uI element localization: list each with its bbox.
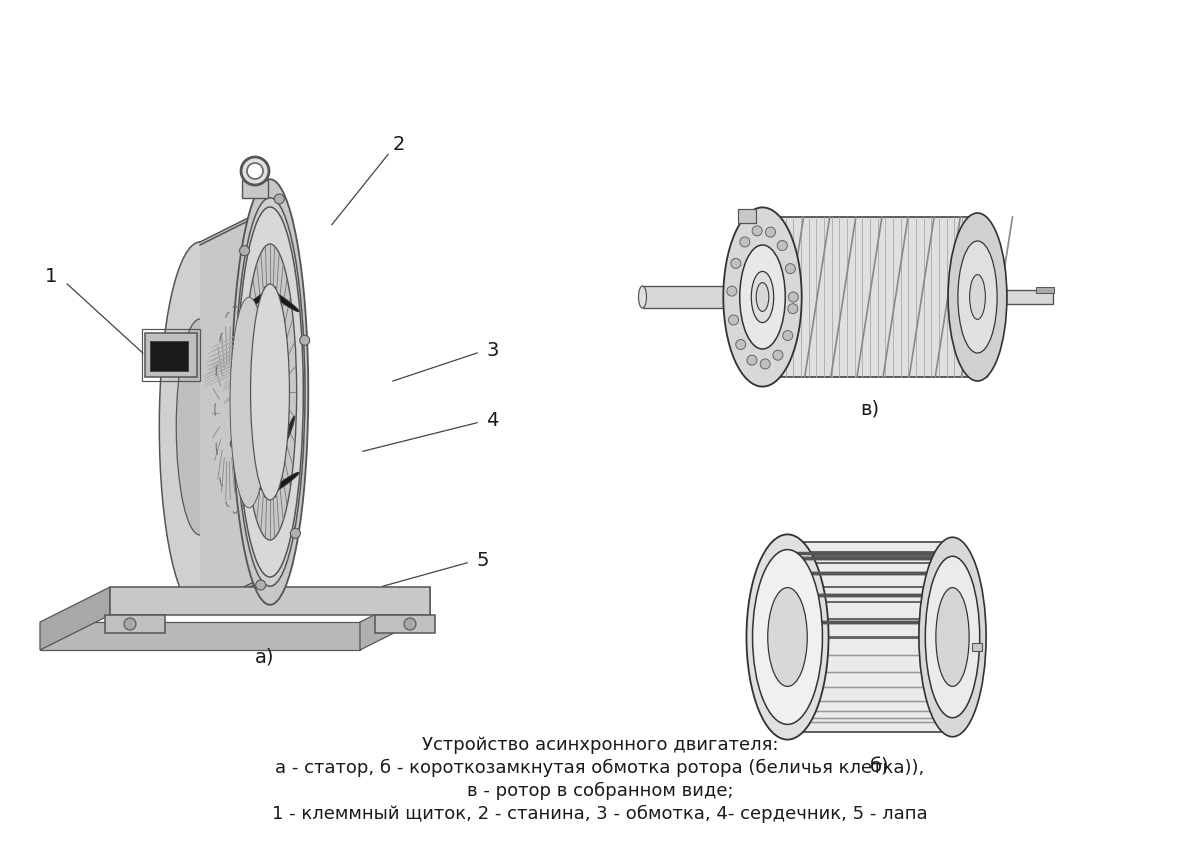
Ellipse shape <box>264 287 299 312</box>
Circle shape <box>240 245 250 256</box>
Circle shape <box>727 286 737 296</box>
Ellipse shape <box>925 556 979 717</box>
Ellipse shape <box>264 472 299 497</box>
Polygon shape <box>40 587 110 650</box>
Text: Устройство асинхронного двигателя:: Устройство асинхронного двигателя: <box>421 736 779 754</box>
Text: 2: 2 <box>394 135 406 153</box>
Ellipse shape <box>751 272 774 323</box>
Ellipse shape <box>232 179 308 605</box>
Ellipse shape <box>235 198 305 586</box>
FancyBboxPatch shape <box>106 615 166 633</box>
Circle shape <box>290 528 300 538</box>
Ellipse shape <box>251 284 289 500</box>
Circle shape <box>300 336 310 345</box>
Ellipse shape <box>283 417 294 445</box>
Text: б): б) <box>870 757 890 776</box>
Text: в - ротор в собранном виде;: в - ротор в собранном виде; <box>467 782 733 800</box>
Text: а): а) <box>256 648 275 666</box>
Ellipse shape <box>752 550 822 724</box>
Circle shape <box>275 194 284 204</box>
Ellipse shape <box>919 538 986 737</box>
Ellipse shape <box>160 242 241 612</box>
Bar <box>110 587 430 615</box>
Ellipse shape <box>230 297 268 508</box>
Polygon shape <box>787 542 953 732</box>
Ellipse shape <box>241 287 276 312</box>
Text: 1: 1 <box>44 268 58 286</box>
Text: 3: 3 <box>486 341 498 360</box>
Ellipse shape <box>936 588 970 687</box>
Ellipse shape <box>746 534 828 740</box>
Ellipse shape <box>254 302 287 482</box>
Ellipse shape <box>638 286 647 308</box>
Circle shape <box>731 258 740 268</box>
Circle shape <box>752 226 762 236</box>
FancyBboxPatch shape <box>972 643 982 651</box>
Circle shape <box>247 163 263 179</box>
Polygon shape <box>360 587 430 650</box>
Text: в): в) <box>860 400 880 418</box>
Ellipse shape <box>970 274 985 320</box>
Circle shape <box>788 303 798 314</box>
Circle shape <box>404 618 416 630</box>
Ellipse shape <box>948 213 1007 381</box>
Circle shape <box>124 618 136 630</box>
Circle shape <box>786 263 796 273</box>
Ellipse shape <box>739 245 785 349</box>
FancyBboxPatch shape <box>374 615 436 633</box>
Ellipse shape <box>958 241 997 353</box>
Bar <box>1036 286 1054 292</box>
Circle shape <box>788 292 798 302</box>
Circle shape <box>241 157 269 185</box>
FancyBboxPatch shape <box>738 210 756 223</box>
Polygon shape <box>642 286 727 308</box>
Circle shape <box>766 227 775 237</box>
Polygon shape <box>200 207 270 612</box>
Ellipse shape <box>241 472 276 497</box>
Ellipse shape <box>236 207 304 577</box>
FancyBboxPatch shape <box>242 180 268 198</box>
Text: 4: 4 <box>486 411 498 429</box>
Circle shape <box>760 359 770 369</box>
Ellipse shape <box>756 283 769 311</box>
Circle shape <box>746 355 757 366</box>
Circle shape <box>736 339 745 349</box>
Ellipse shape <box>768 588 808 687</box>
Bar <box>150 341 188 371</box>
Polygon shape <box>1006 290 1052 304</box>
Circle shape <box>773 350 782 360</box>
Text: а - статор, б - короткозамкнутая обмотка ротора (беличья клетка)),: а - статор, б - короткозамкнутая обмотка… <box>275 759 925 777</box>
Circle shape <box>740 237 750 247</box>
Circle shape <box>256 580 265 590</box>
Ellipse shape <box>176 319 223 535</box>
Circle shape <box>778 240 787 250</box>
Circle shape <box>230 439 240 449</box>
Circle shape <box>728 315 738 325</box>
FancyBboxPatch shape <box>145 333 197 377</box>
Text: 1 - клеммный щиток, 2 - станина, 3 - обмотка, 4- сердечник, 5 - лапа: 1 - клеммный щиток, 2 - станина, 3 - обм… <box>272 805 928 823</box>
Text: 5: 5 <box>476 550 488 569</box>
Ellipse shape <box>246 417 257 445</box>
Polygon shape <box>762 217 978 377</box>
Polygon shape <box>40 622 360 650</box>
Ellipse shape <box>244 244 296 540</box>
Ellipse shape <box>724 207 802 387</box>
Circle shape <box>782 331 793 341</box>
